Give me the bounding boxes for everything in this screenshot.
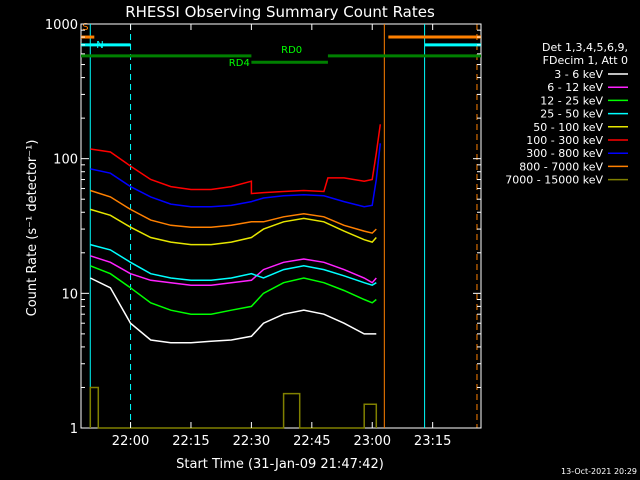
legend-label-800-7000-kev: 800 - 7000 keV	[519, 160, 603, 173]
legend-label-12-25-kev: 12 - 25 keV	[540, 94, 603, 107]
plot-area: SN RD0 RD4	[80, 22, 482, 429]
legend-header-line-2: FDecim 1, Att 0	[543, 54, 628, 67]
x-tick-label-2200: 22:00	[112, 434, 149, 449]
series-line-7000-15000-kev	[89, 386, 378, 429]
y-axis-ticks: 1 10 100 1000	[45, 18, 481, 437]
chart-title: RHESSI Observing Summary Count Rates	[125, 3, 435, 21]
y-axis-label: Count Rate (s⁻¹ detector⁻¹)	[25, 140, 40, 317]
series-line-100-300-kev	[90, 124, 382, 195]
series-line-12-25-kev	[90, 265, 377, 315]
x-tick-label-2315: 23:15	[414, 434, 451, 449]
x-tick-label-2300: 23:00	[354, 434, 391, 449]
render-timestamp: 13-Oct-2021 20:29	[561, 467, 637, 476]
legend: Det 1,3,4,5,6,9, FDecim 1, Att 0 3 - 6 k…	[505, 41, 628, 187]
annotation-s: S	[82, 22, 88, 33]
x-tick-label-2215: 22:15	[172, 434, 209, 449]
series-line-800-7000-kev	[90, 189, 377, 234]
y-tick-label-10: 10	[61, 287, 78, 302]
annotation-n: N	[96, 40, 103, 51]
legend-label-7000-15000-kev: 7000 - 15000 keV	[505, 174, 603, 187]
legend-label-50-100-kev: 50 - 100 keV	[533, 121, 603, 134]
series-line-50-100-kev	[90, 208, 377, 246]
x-tick-label-2230: 22:30	[233, 434, 270, 449]
y-tick-label-1: 1	[70, 422, 78, 437]
legend-label-25-50-kev: 25 - 50 keV	[540, 108, 603, 121]
y-tick-label-1000: 1000	[45, 18, 78, 33]
x-axis-label: Start Time (31-Jan-09 21:47:42)	[176, 457, 384, 472]
legend-label-100-300-kev: 100 - 300 keV	[526, 134, 603, 147]
series-line-3-6-kev	[89, 277, 377, 344]
legend-header-line-1: Det 1,3,4,5,6,9,	[542, 41, 628, 54]
y-tick-label-100: 100	[53, 153, 78, 168]
legend-label-300-800-kev: 300 - 800 keV	[526, 147, 603, 160]
legend-label-3-6-kev: 3 - 6 keV	[554, 68, 603, 81]
x-tick-label-2245: 22:45	[293, 434, 330, 449]
legend-label-6-12-kev: 6 - 12 keV	[547, 81, 603, 94]
annotation-rd4: RD4	[229, 58, 250, 69]
series-line-300-800-kev	[90, 143, 382, 208]
annotation-rd0: RD0	[281, 45, 302, 56]
series-line-6-12-kev	[90, 255, 377, 286]
series-line-25-50-kev	[90, 243, 377, 287]
x-axis-ticks: 22:00 22:15 22:30 22:45 23:00 23:15	[112, 24, 451, 449]
